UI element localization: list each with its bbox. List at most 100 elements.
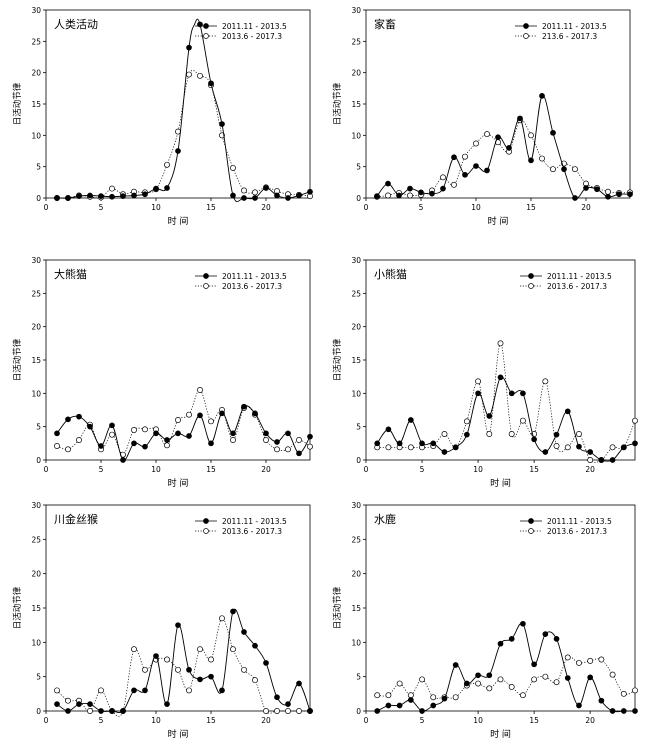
x-tick-label: 20 — [585, 465, 595, 474]
data-point-filled — [307, 433, 313, 440]
data-point-filled — [208, 673, 214, 680]
data-point-open — [109, 185, 115, 192]
x-tick-label: 0 — [44, 465, 49, 474]
data-point-open — [484, 131, 490, 138]
data-point-filled — [241, 403, 247, 410]
series-line-solid — [56, 405, 311, 461]
data-point-open — [164, 442, 170, 449]
data-point-filled — [76, 701, 82, 707]
data-point-filled — [627, 191, 633, 198]
data-point-filled — [252, 642, 258, 649]
data-point-open — [241, 666, 247, 673]
data-point-open — [197, 72, 203, 79]
data-point-filled — [98, 708, 104, 714]
data-point-filled — [430, 440, 437, 447]
data-point-filled — [609, 708, 616, 714]
data-point-filled — [508, 636, 515, 642]
data-point-filled — [632, 440, 638, 447]
data-point-open — [164, 161, 170, 168]
data-point-filled — [76, 193, 82, 199]
y-tick-label: 0 — [356, 456, 361, 465]
data-point-filled — [120, 708, 126, 714]
data-point-open — [430, 694, 437, 701]
chart-panel-1: 0 5 10 15 20 25 30 0 5 10 15 20 时 间 日活动节律 人类活动 2011.11 … — [12, 6, 313, 227]
data-point-open — [208, 418, 214, 425]
series-line-solid — [377, 622, 635, 713]
y-tick-label: 20 — [31, 570, 41, 579]
x-tick-label: 10 — [473, 465, 483, 474]
y-tick-label: 25 — [351, 535, 361, 544]
data-point-filled — [307, 708, 313, 714]
data-point-filled — [564, 408, 571, 415]
series-line-dotted — [56, 617, 310, 717]
data-point-open — [452, 694, 459, 701]
data-point-open — [542, 673, 549, 680]
y-tick-label: 25 — [351, 289, 361, 298]
data-point-open — [197, 646, 203, 653]
data-point-filled — [285, 430, 291, 437]
data-point-filled — [484, 167, 490, 174]
legend-entry: 2013.6 - 2017.3 — [547, 527, 607, 536]
data-point-filled — [230, 192, 236, 199]
data-point-filled — [109, 193, 115, 200]
data-point-open — [519, 692, 526, 699]
data-point-filled — [274, 694, 280, 701]
data-point-filled — [396, 702, 403, 709]
data-point-filled — [594, 186, 600, 193]
data-point-open — [230, 437, 236, 443]
data-point-open — [142, 666, 148, 673]
legend-swatch-marker — [523, 23, 529, 29]
data-point-open — [87, 708, 93, 714]
data-point-filled — [497, 640, 504, 647]
data-point-open — [186, 71, 192, 78]
x-tick-label: 0 — [44, 203, 49, 212]
data-point-filled — [440, 185, 446, 192]
chart-title: 川金丝猴 — [54, 512, 98, 526]
y-tick-label: 5 — [36, 673, 41, 682]
data-point-filled — [598, 457, 605, 463]
data-point-open — [407, 692, 414, 699]
y-tick-label: 20 — [31, 69, 41, 78]
data-point-filled — [419, 440, 425, 447]
data-point-filled — [263, 430, 269, 437]
series-line-solid — [56, 608, 311, 713]
data-point-open — [497, 676, 504, 683]
data-point-open — [519, 417, 526, 424]
legend-entry: 2013.6 - 2017.3 — [222, 282, 282, 291]
data-point-filled — [620, 444, 627, 451]
data-point-open — [285, 708, 291, 714]
data-point-filled — [632, 708, 638, 714]
y-tick-label: 25 — [31, 535, 41, 544]
data-point-filled — [464, 431, 470, 438]
data-point-open — [307, 443, 313, 450]
data-point-filled — [76, 413, 82, 420]
data-point-filled — [561, 166, 567, 173]
series-line-dotted — [377, 656, 636, 699]
data-point-open — [109, 431, 115, 438]
y-tick-label: 0 — [36, 456, 41, 465]
data-point-filled — [609, 457, 616, 463]
data-point-open — [285, 446, 291, 453]
data-point-filled — [54, 701, 60, 707]
data-point-open — [486, 685, 493, 692]
data-point-filled — [374, 193, 380, 199]
y-axis-label: 日活动节律 — [332, 338, 343, 381]
x-axis-label: 时 间 — [168, 728, 189, 740]
data-point-open — [576, 659, 582, 666]
data-point-open — [274, 446, 280, 453]
data-point-filled — [208, 440, 214, 447]
data-point-filled — [197, 412, 203, 419]
legend-entry: 213.6 - 2017.3 — [542, 32, 597, 41]
data-point-filled — [531, 661, 537, 668]
data-point-open — [609, 444, 616, 451]
data-point-filled — [131, 440, 137, 447]
data-point-filled — [441, 449, 448, 455]
data-point-open — [441, 431, 448, 437]
data-point-filled — [285, 195, 291, 201]
x-tick-label: 5 — [420, 465, 425, 474]
x-tick-label: 0 — [364, 203, 369, 212]
data-point-open — [475, 680, 482, 687]
data-point-filled — [564, 675, 571, 681]
series-line-dotted — [56, 389, 311, 456]
data-point-filled — [175, 430, 181, 437]
